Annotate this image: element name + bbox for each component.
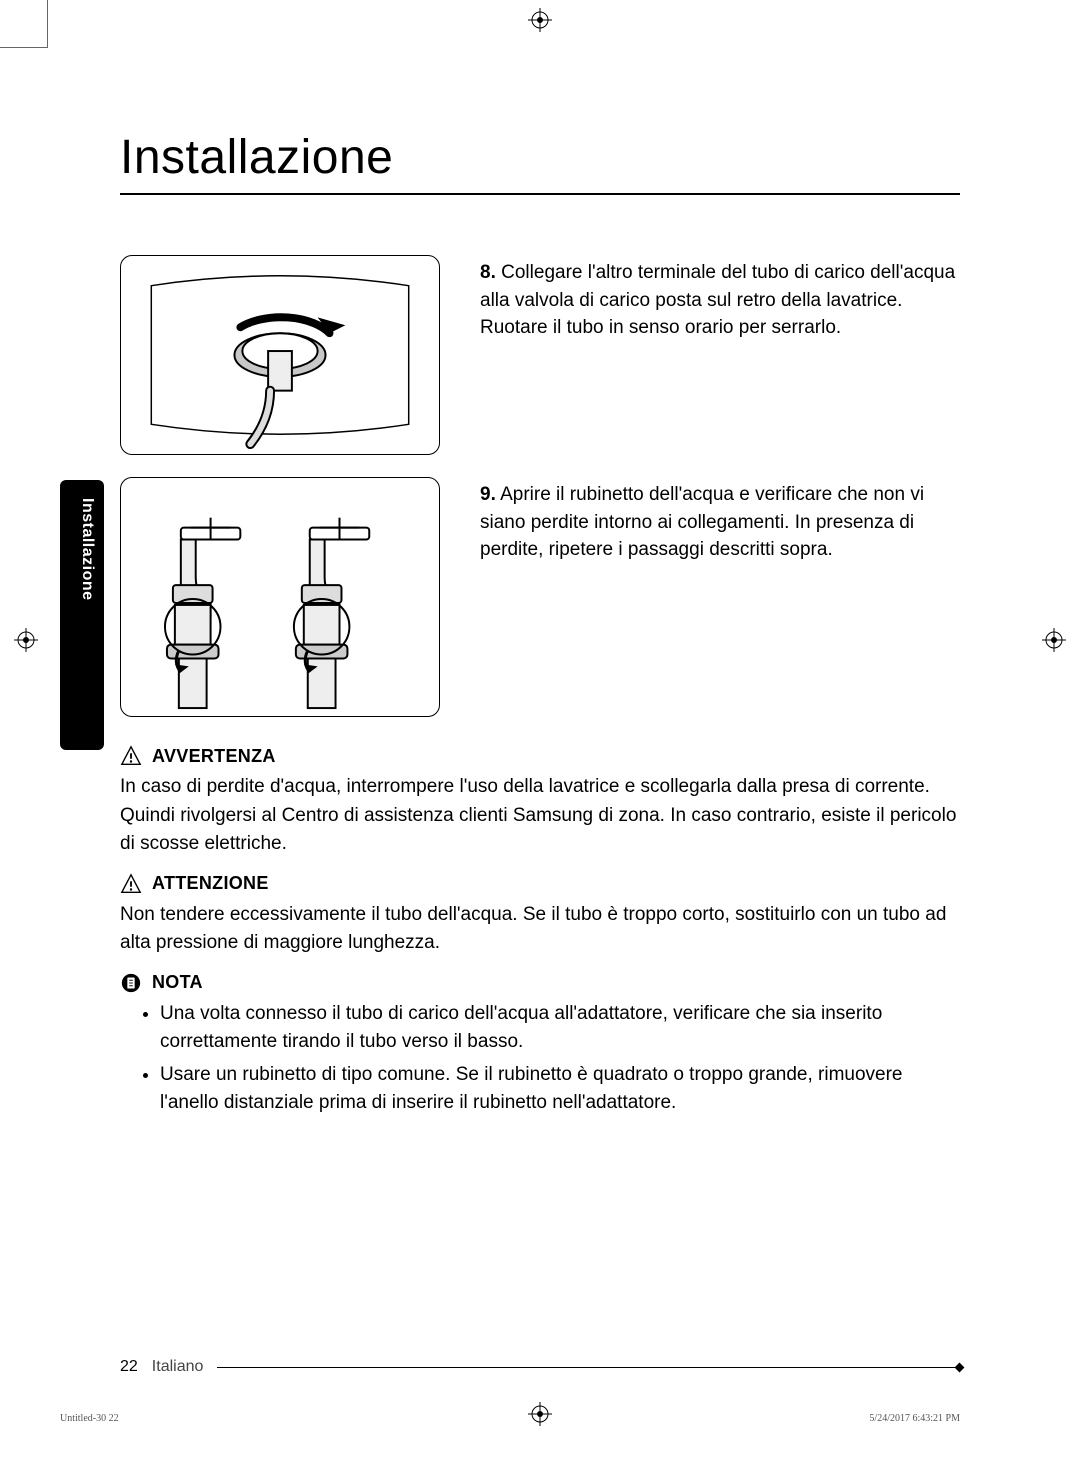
note-item: Una volta connesso il tubo di carico del… (160, 1000, 960, 1057)
registration-mark-icon (528, 8, 552, 32)
page-language: Italiano (152, 1358, 204, 1376)
step-text: 8. Collegare l'altro terminale del tubo … (480, 255, 960, 455)
step-row: 8. Collegare l'altro terminale del tubo … (120, 255, 960, 455)
crop-mark (47, 0, 48, 48)
warning-callout: AVVERTENZA In caso di perdite d'acqua, i… (120, 745, 960, 859)
page-footer: 22 Italiano (120, 1358, 960, 1376)
step-number: 9. (480, 484, 496, 505)
warning-icon (120, 745, 142, 767)
page-number: 22 (120, 1358, 138, 1376)
step-text: 9. Aprire il rubinetto dell'acqua e veri… (480, 477, 960, 717)
warning-label: AVVERTENZA (152, 746, 276, 767)
step-number: 8. (480, 262, 496, 283)
step-body: Aprire il rubinetto dell'acqua e verific… (480, 484, 924, 560)
section-tab-label: Installazione (78, 498, 96, 601)
page-title: Installazione (120, 130, 960, 195)
registration-mark-icon (1042, 628, 1066, 652)
figure-hose-connection (120, 255, 440, 455)
footer-rule (217, 1367, 960, 1368)
print-meta-left: Untitled-30 22 (60, 1413, 119, 1424)
caution-text: Non tendere eccessivamente il tubo dell'… (120, 901, 960, 958)
caution-label: ATTENZIONE (152, 873, 269, 894)
note-item: Usare un rubinetto di tipo comune. Se il… (160, 1061, 960, 1118)
warning-text: In caso di perdite d'acqua, interrompere… (120, 773, 960, 859)
figure-faucets (120, 477, 440, 717)
step-row: 9. Aprire il rubinetto dell'acqua e veri… (120, 477, 960, 717)
note-label: NOTA (152, 972, 203, 993)
note-list: Una volta connesso il tubo di carico del… (120, 1000, 960, 1118)
note-icon (120, 972, 142, 994)
crop-mark (0, 47, 48, 48)
note-callout: NOTA Una volta connesso il tubo di caric… (120, 972, 960, 1118)
step-body: Collegare l'altro terminale del tubo di … (480, 262, 955, 338)
caution-callout: ATTENZIONE Non tendere eccessivamente il… (120, 873, 960, 958)
registration-mark-icon (528, 1402, 552, 1426)
registration-mark-icon (14, 628, 38, 652)
print-meta-right: 5/24/2017 6:43:21 PM (869, 1413, 960, 1424)
caution-icon (120, 873, 142, 895)
